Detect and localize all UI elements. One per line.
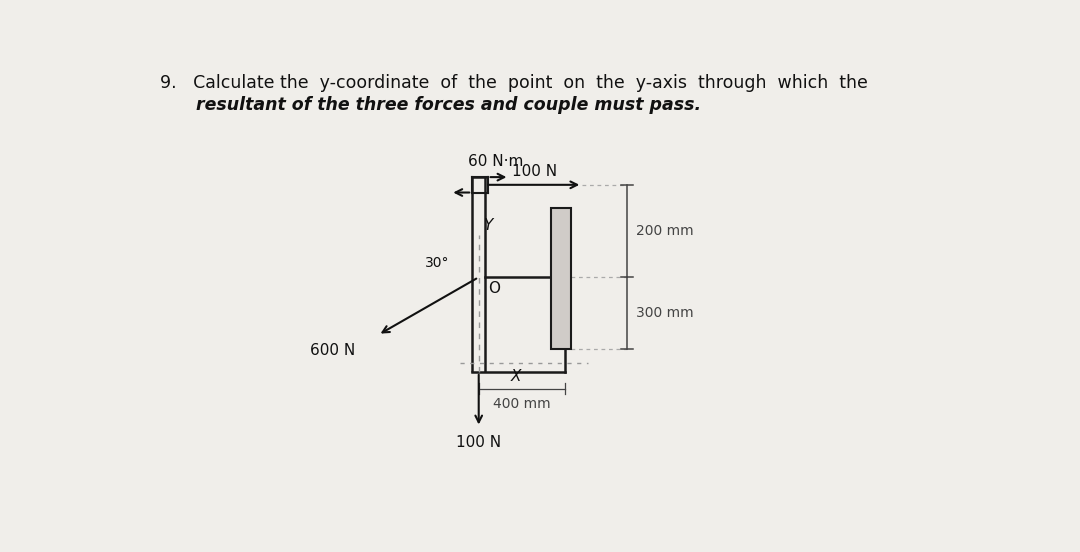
Text: O: O [488, 281, 500, 296]
Text: 600 N: 600 N [310, 343, 355, 358]
Text: 9.   Calculate the  y-coordinate  of  the  point  on  the  y-axis  through  whic: 9. Calculate the y-coordinate of the poi… [160, 74, 867, 92]
Text: Y: Y [483, 219, 492, 233]
Text: 100 N: 100 N [456, 435, 501, 450]
Text: 30°: 30° [424, 256, 449, 269]
Text: 200 mm: 200 mm [636, 224, 694, 238]
Text: 300 mm: 300 mm [636, 306, 694, 320]
Text: resultant of the three forces and couple must pass.: resultant of the three forces and couple… [160, 96, 701, 114]
Text: 400 mm: 400 mm [494, 396, 551, 411]
Bar [551, 208, 570, 349]
Text: 100 N: 100 N [512, 164, 557, 179]
Text: X: X [511, 369, 522, 384]
Text: 60 N·m: 60 N·m [469, 155, 524, 169]
